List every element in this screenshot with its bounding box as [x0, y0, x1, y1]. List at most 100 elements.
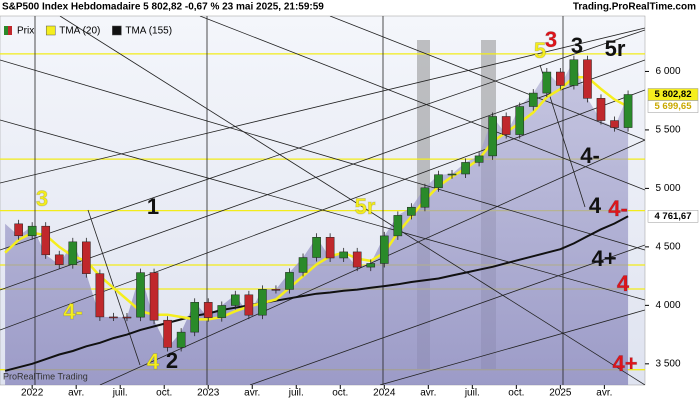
- x-tick-label: 2024: [373, 388, 396, 399]
- wave-label: 4: [617, 271, 630, 296]
- candle-body: [95, 273, 105, 318]
- candle-body: [217, 305, 227, 318]
- candle-body: [325, 237, 335, 259]
- trend-line: [0, 29, 645, 251]
- candle-body: [82, 241, 91, 274]
- wave-label: 4+: [591, 246, 616, 271]
- legend: Prix TMA (20) TMA (155): [4, 26, 172, 37]
- watermark: ProRealTime Trading: [3, 371, 88, 381]
- legend-label: Prix: [17, 26, 34, 37]
- x-tick-label: oct.: [156, 388, 172, 399]
- candle-body: [623, 94, 633, 128]
- candle-body: [515, 106, 525, 135]
- series-line: [4, 215, 629, 372]
- wave-label: 4: [589, 193, 602, 218]
- y-tick-label: 3 500: [655, 358, 680, 369]
- candle-body: [461, 162, 470, 175]
- candle-body: [407, 206, 416, 216]
- legend-label: TMA (155): [125, 26, 172, 37]
- candle-body: [542, 71, 552, 94]
- source: Trading.ProRealTime.com: [573, 2, 696, 13]
- candle-body: [583, 59, 592, 99]
- trend-line: [329, 16, 645, 141]
- x-tick-label: juil.: [288, 388, 304, 399]
- y-tick-label: 4 500: [655, 242, 680, 253]
- candle-body: [501, 116, 511, 135]
- x-tick-label: juil.: [464, 388, 480, 399]
- candle-body: [379, 235, 389, 264]
- wave-label: 5r: [605, 36, 626, 61]
- candle-body: [14, 223, 23, 237]
- x-tick-label: avr.: [420, 388, 436, 399]
- candle-body: [163, 319, 172, 348]
- candle-body: [420, 187, 430, 208]
- x-tick-label: avr.: [68, 388, 84, 399]
- trend-line: [0, 27, 645, 184]
- chart-title: S&P500 Index Hebdomadaire 5 802,82 -0,67…: [2, 2, 324, 13]
- candle-body: [488, 116, 497, 157]
- candle-body: [312, 237, 321, 258]
- candle-body: [474, 155, 484, 163]
- series-line: [4, 76, 629, 321]
- x-tick-label: avr.: [596, 388, 612, 399]
- candle-body: [298, 257, 308, 273]
- value-tag: 5 802,82: [655, 89, 692, 100]
- trend-line: [99, 139, 645, 385]
- price-area: [5, 59, 629, 385]
- wave-label: 5: [534, 38, 546, 63]
- legend-swatch: [4, 26, 8, 35]
- wave-label: 4-: [580, 143, 600, 168]
- x-tick-label: avr.: [244, 388, 260, 399]
- candle-body: [366, 263, 376, 268]
- candle-body: [556, 71, 565, 86]
- wave-label: 1: [147, 194, 159, 219]
- candle-body: [339, 251, 348, 259]
- x-tick-label: 2023: [197, 388, 220, 399]
- y-tick-label: 5 000: [655, 183, 680, 194]
- candle-body: [203, 302, 213, 318]
- trend-line: [59, 16, 645, 385]
- x-tick-label: 2025: [549, 388, 572, 399]
- wave-label: 3: [545, 27, 557, 52]
- legend-swatch: [8, 26, 12, 35]
- candle-body: [109, 316, 118, 319]
- trend-line: [379, 309, 645, 385]
- candle-body: [271, 289, 281, 291]
- candle-body: [610, 120, 619, 128]
- candle-body: [528, 92, 538, 107]
- candle-body: [258, 289, 267, 316]
- value-tag: 5 699,65: [655, 101, 693, 112]
- drawings: [0, 16, 645, 385]
- candle-body: [244, 294, 254, 316]
- x-tick-label: 2022: [21, 388, 44, 399]
- wave-label: 4+: [612, 351, 637, 376]
- x-tick-label: oct.: [508, 388, 524, 399]
- candle-body: [231, 294, 240, 306]
- candle-body: [569, 59, 579, 86]
- y-tick-label: 5 500: [655, 125, 680, 136]
- wave-label: 4-: [608, 196, 628, 221]
- value-tag-bg: [647, 100, 699, 113]
- candle-body: [352, 251, 362, 268]
- y-tick-label: 4 000: [655, 300, 680, 311]
- trend-line: [249, 244, 645, 385]
- candle-body: [54, 254, 64, 265]
- candle-body: [68, 241, 78, 265]
- candle-body: [136, 272, 145, 318]
- legend-swatch: [45, 25, 56, 36]
- wave-label: 3: [36, 186, 48, 211]
- trend-line: [0, 119, 645, 301]
- x-tick-label: juil.: [112, 388, 128, 399]
- value-tag: 4 761,67: [655, 211, 692, 222]
- trend-line: [0, 59, 645, 251]
- candle-body: [434, 174, 443, 189]
- wave-label: 2: [166, 348, 178, 373]
- wave-label: 3: [571, 33, 583, 58]
- candle-body: [41, 225, 51, 256]
- candle-body: [27, 225, 37, 237]
- candle-body: [176, 331, 186, 348]
- y-tick-label: 6 000: [655, 66, 680, 77]
- candle-body: [285, 272, 294, 290]
- wave-label: 4-: [63, 299, 83, 324]
